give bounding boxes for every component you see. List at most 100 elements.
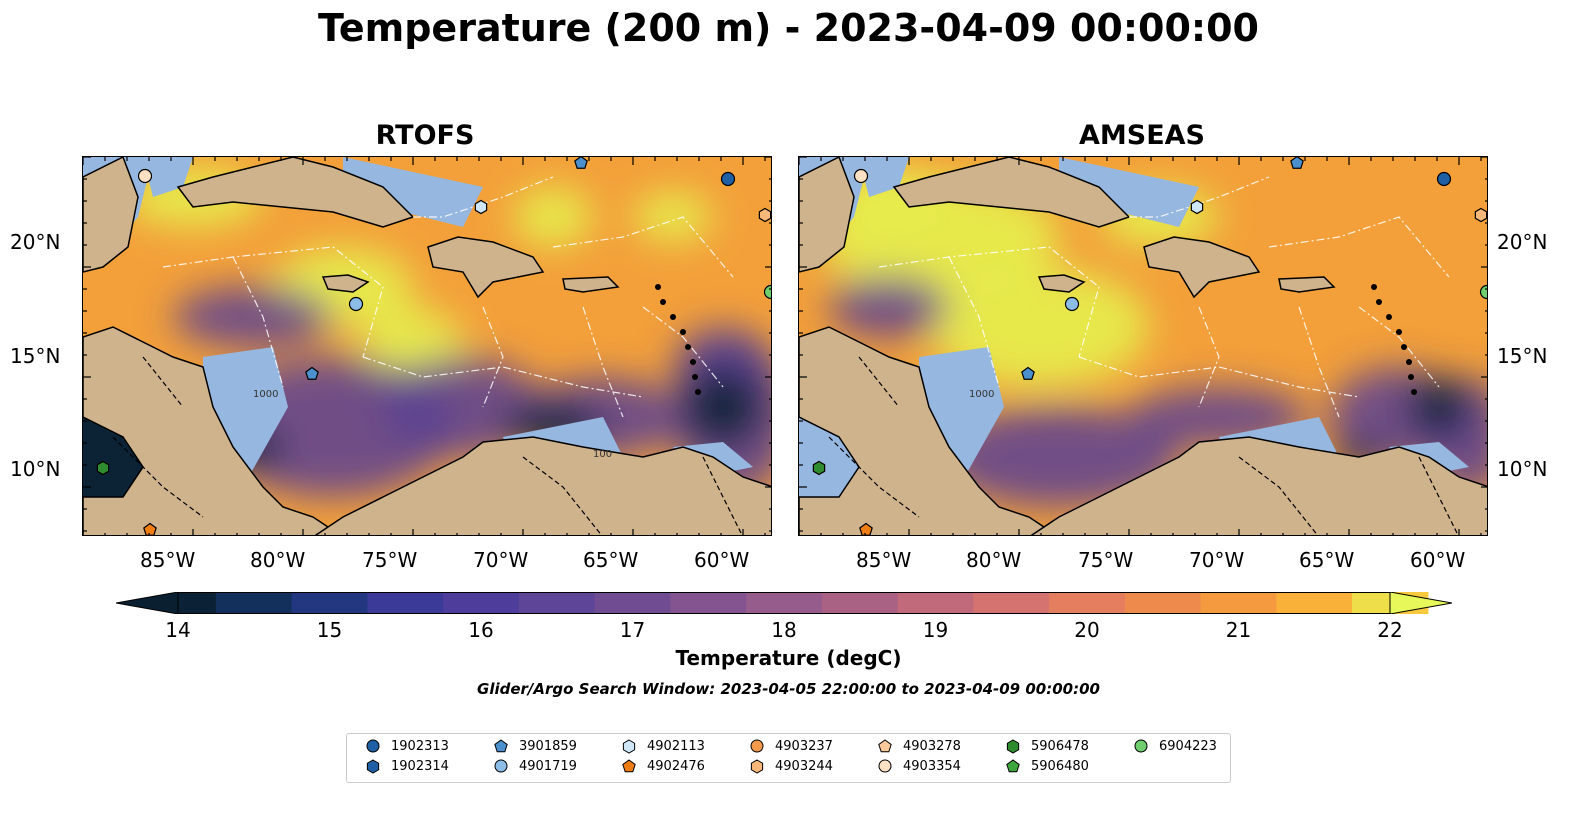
- colorbar-bin: [1049, 592, 1126, 614]
- legend-item-4903354: 4903354: [877, 758, 961, 774]
- circle-marker-icon: [878, 759, 892, 773]
- temperature-map-amseas: 1000: [799, 157, 1489, 536]
- colorbar-bin: [1124, 592, 1202, 614]
- platform-marker-6904223[interactable]: [1479, 284, 1489, 300]
- lat-label-15n-left: 15°N: [10, 344, 61, 368]
- colorbar-bin: [594, 592, 671, 614]
- platform-marker-4901719[interactable]: [1064, 296, 1080, 312]
- legend-label: 4903237: [775, 738, 833, 754]
- pentagon-marker-icon: [878, 739, 892, 753]
- platform-marker-3901859[interactable]: [574, 157, 588, 169]
- landmass: [427, 236, 545, 299]
- platform-marker-4901719[interactable]: [348, 296, 364, 312]
- platform-legend: 1902313 1902314 3901859 4901719 4902113 49024…: [346, 733, 1231, 783]
- legend-item-4902476: 4902476: [621, 758, 705, 774]
- pentagon-marker-icon: [1006, 759, 1020, 773]
- lat-label-10n-left: 10°N: [10, 457, 61, 481]
- platform-marker-3901859[interactable]: [305, 366, 319, 380]
- colorbar-tick-label: 18: [771, 618, 797, 642]
- platform-marker-1902313[interactable]: [1436, 171, 1452, 187]
- colorbar-tick-label: 19: [922, 618, 949, 642]
- map-panel-rtofs[interactable]: 1000 100: [82, 156, 772, 536]
- platform-marker-4902476[interactable]: [143, 522, 157, 536]
- colorbar-tick-label: 16: [468, 618, 494, 642]
- lon-label-75w-right: 75°W: [1078, 548, 1134, 572]
- platform-marker-4903244[interactable]: [1474, 207, 1487, 223]
- legend-item-1902313: 1902313: [365, 738, 449, 754]
- legend-label: 4903354: [903, 758, 961, 774]
- legend-label: 5906480: [1031, 758, 1089, 774]
- lon-label-80w-right: 80°W: [966, 548, 1022, 572]
- search-window-note: Glider/Argo Search Window: 2023-04-05 22…: [477, 680, 1100, 698]
- legend-item-4902113: 4902113: [621, 738, 705, 754]
- platform-marker-4902113[interactable]: [1190, 199, 1204, 215]
- pentagon-marker-icon: [494, 739, 508, 753]
- colorbar-tick-label: 17: [619, 618, 646, 642]
- landmass: [314, 436, 771, 535]
- hexagon-marker-icon: [622, 739, 636, 754]
- colorbar-bin: [1276, 592, 1353, 614]
- landmass: [1278, 276, 1336, 293]
- platform-marker-1902313[interactable]: [720, 171, 736, 187]
- colorbar-bin: [746, 592, 823, 614]
- platform-marker-6904223[interactable]: [763, 284, 773, 300]
- colorbar-bin: [367, 592, 444, 614]
- legend-label: 1902314: [391, 758, 449, 774]
- lat-label-20n-right: 20°N: [1497, 230, 1548, 254]
- legend-item-4903278: 4903278: [877, 738, 961, 754]
- colorbar-title: Temperature (degC): [675, 646, 902, 670]
- platform-marker-5906478[interactable]: [96, 460, 110, 476]
- lat-label-10n-right: 10°N: [1497, 457, 1548, 481]
- platform-marker-4902113[interactable]: [474, 199, 488, 215]
- legend-item-4903244: 4903244: [749, 758, 833, 774]
- colorbar-bin: [291, 592, 368, 614]
- colorbar-bin: [443, 592, 520, 614]
- landmass: [321, 274, 370, 293]
- platform-marker-5906478[interactable]: [812, 460, 826, 476]
- landmass: [83, 157, 139, 273]
- legend-label: 6904223: [1159, 738, 1217, 754]
- map-panel-amseas[interactable]: 1000: [798, 156, 1488, 536]
- panel-title-rtofs: RTOFS: [375, 120, 475, 151]
- hexagon-marker-icon: [750, 759, 764, 774]
- landmass: [1037, 274, 1086, 293]
- platform-marker-3901859[interactable]: [1290, 157, 1304, 169]
- circle-marker-icon: [1134, 739, 1148, 753]
- circle-marker-icon: [366, 739, 380, 753]
- landmass: [1030, 436, 1487, 535]
- platform-marker-3901859[interactable]: [1021, 366, 1035, 380]
- landmass: [799, 326, 1058, 535]
- hexagon-marker-icon: [1006, 739, 1020, 754]
- colorbar: [116, 592, 1452, 614]
- landmass: [83, 326, 342, 535]
- lon-label-60w-left: 60°W: [694, 548, 750, 572]
- circle-marker-icon: [750, 739, 764, 753]
- legend-label: 4903244: [775, 758, 833, 774]
- circle-marker-icon: [494, 759, 508, 773]
- lon-label-60w-right: 60°W: [1410, 548, 1466, 572]
- legend-label: 4902113: [647, 738, 705, 754]
- colorbar-bin: [897, 592, 974, 614]
- legend-item-5906480: 5906480: [1005, 758, 1089, 774]
- contour-label: 1000: [969, 389, 994, 400]
- platform-marker-4903244[interactable]: [758, 207, 771, 223]
- panel-title-amseas: AMSEAS: [1079, 120, 1205, 151]
- platform-marker-4902476[interactable]: [859, 522, 873, 536]
- landmass: [799, 157, 855, 273]
- lat-label-15n-right: 15°N: [1497, 344, 1548, 368]
- legend-label: 5906478: [1031, 738, 1089, 754]
- pentagon-marker-icon: [622, 759, 636, 773]
- colorbar-bin: [1200, 592, 1277, 614]
- legend-item-1902314: 1902314: [365, 758, 449, 774]
- colorbar-tick-label: 21: [1225, 618, 1252, 642]
- hexagon-marker-icon: [366, 759, 380, 774]
- legend-label: 4902476: [647, 758, 705, 774]
- platform-marker-4903354[interactable]: [853, 168, 869, 184]
- lon-label-65w-right: 65°W: [1299, 548, 1355, 572]
- platform-marker-4903354[interactable]: [137, 168, 153, 184]
- colorbar-bin: [1352, 592, 1391, 614]
- landmass: [562, 276, 620, 293]
- colorbar-bin: [518, 592, 596, 614]
- lon-label-65w-left: 65°W: [583, 548, 639, 572]
- colorbar-tick-label: 20: [1074, 618, 1100, 642]
